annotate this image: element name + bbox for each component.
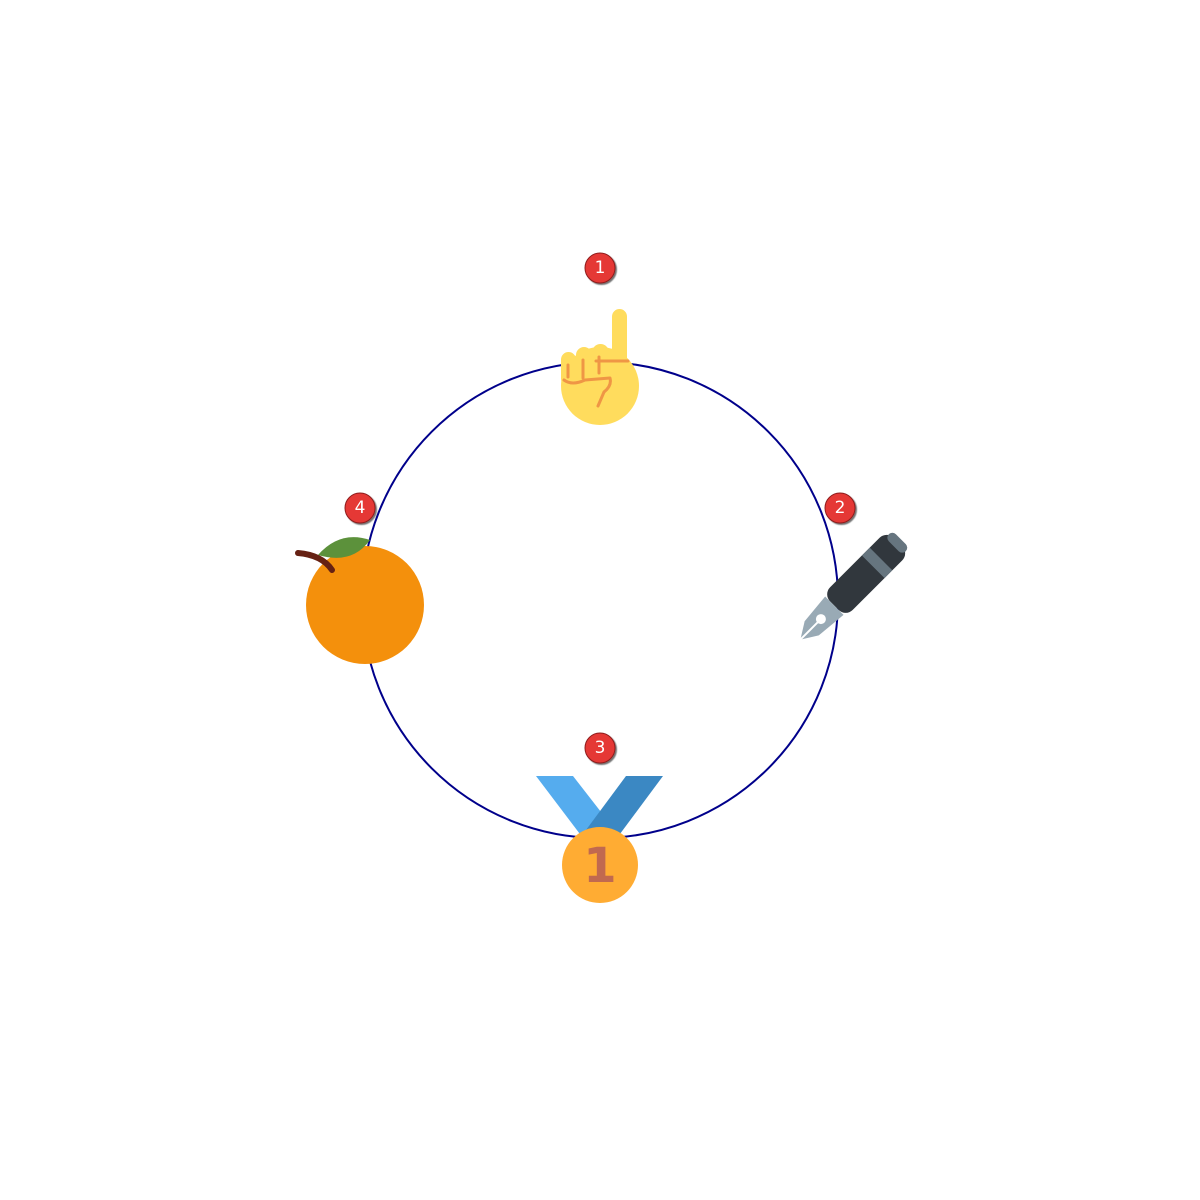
first-place-medal-icon: 1 — [536, 776, 663, 903]
cycle-ring — [361, 361, 839, 839]
badge-2 — [824, 492, 856, 524]
medal-numeral: 1 — [583, 838, 616, 894]
badge-4-label: 4 — [355, 498, 366, 518]
badge-1 — [584, 252, 616, 284]
badge-2-label: 2 — [835, 498, 846, 518]
badge-1-label: 1 — [595, 258, 606, 278]
badge-3 — [584, 732, 616, 764]
index-pointing-up-icon — [561, 309, 639, 425]
fountain-pen-icon — [799, 532, 908, 641]
badge-4 — [344, 492, 376, 524]
tangerine-icon — [295, 537, 424, 664]
badge-3-label: 3 — [595, 738, 606, 758]
